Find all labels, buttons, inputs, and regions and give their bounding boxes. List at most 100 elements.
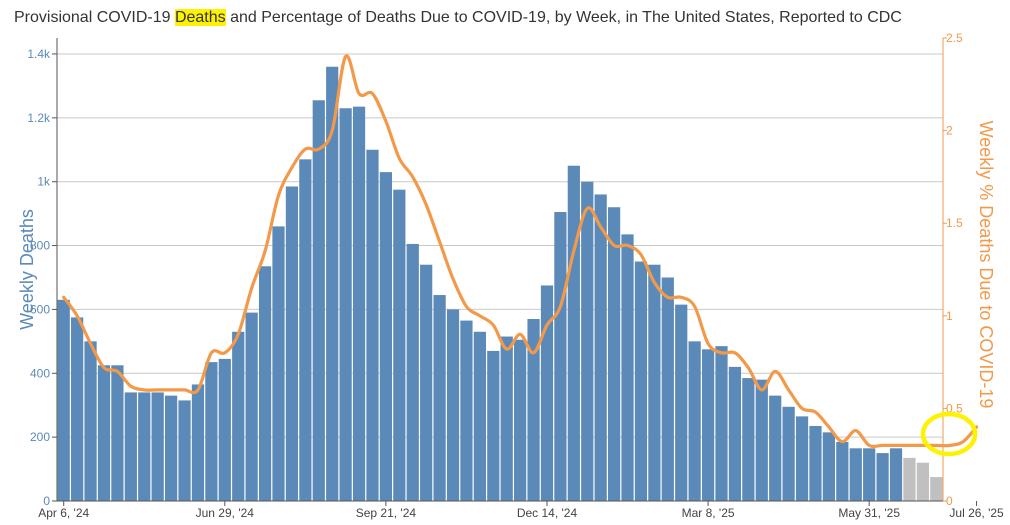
bar-weekly-deaths bbox=[728, 366, 742, 501]
highlight-circle-annotation bbox=[920, 411, 978, 457]
bar-weekly-deaths bbox=[621, 234, 634, 501]
bar-weekly-deaths bbox=[782, 406, 795, 501]
pct-deaths-line bbox=[62, 54, 979, 449]
y-left-tick-label: 600 bbox=[30, 302, 50, 316]
bar-weekly-deaths bbox=[634, 261, 648, 501]
bar-weekly-deaths bbox=[514, 339, 527, 501]
bar-weekly-deaths bbox=[849, 448, 862, 501]
bar-weekly-deaths bbox=[420, 264, 433, 501]
bar-weekly-deaths bbox=[124, 392, 137, 501]
bar-weekly-deaths bbox=[406, 243, 419, 501]
y-right-tick-label: 1.5 bbox=[946, 216, 963, 230]
y-right-axis-title: Weekly % Deaths Due to COVID-19 bbox=[976, 121, 996, 409]
bar-weekly-deaths bbox=[272, 226, 285, 501]
bar-weekly-deaths bbox=[554, 212, 567, 501]
bar-weekly-deaths bbox=[795, 416, 809, 501]
bar-weekly-deaths bbox=[916, 462, 929, 501]
bar-weekly-deaths bbox=[97, 365, 111, 501]
bar-weekly-deaths bbox=[312, 100, 325, 502]
bar-weekly-deaths bbox=[366, 149, 379, 502]
y-right-tick-label: 1 bbox=[946, 309, 953, 323]
bar-weekly-deaths bbox=[151, 392, 164, 501]
bar-weekly-deaths bbox=[742, 378, 755, 501]
bar-weekly-deaths bbox=[822, 432, 836, 501]
x-tick-label: Mar 8, '25 bbox=[682, 506, 735, 520]
y-left-tick-label: 0 bbox=[43, 494, 50, 508]
y-left-tick-label: 800 bbox=[30, 239, 50, 253]
chart-title: Provisional COVID-19 Deaths and Percenta… bbox=[14, 9, 902, 27]
bar-weekly-deaths bbox=[446, 309, 460, 501]
x-tick-label: Jun 29, '24 bbox=[196, 506, 255, 520]
bar-weekly-deaths bbox=[889, 448, 903, 501]
y-right-tick-label: 2.5 bbox=[946, 31, 963, 45]
bar-weekly-deaths bbox=[352, 106, 366, 501]
bar-weekly-deaths bbox=[701, 349, 715, 501]
title-text-before: Provisional COVID-19 bbox=[14, 9, 175, 26]
y-right-tick-label: 2 bbox=[946, 124, 953, 138]
bar-weekly-deaths bbox=[218, 358, 231, 501]
bar-weekly-deaths bbox=[57, 299, 70, 501]
bar-weekly-deaths bbox=[675, 304, 688, 501]
bar-weekly-deaths bbox=[379, 172, 393, 501]
bar-weekly-deaths bbox=[715, 346, 728, 501]
bar-weekly-deaths bbox=[285, 186, 299, 501]
bar-weekly-deaths bbox=[581, 181, 594, 502]
x-tick-label: Jul 26, '25 bbox=[949, 506, 1004, 520]
bar-weekly-deaths bbox=[863, 448, 876, 501]
bar-weekly-deaths bbox=[930, 477, 943, 501]
bar-weekly-deaths bbox=[594, 194, 607, 501]
bar-weekly-deaths bbox=[71, 317, 84, 501]
bar-weekly-deaths bbox=[769, 395, 782, 501]
bar-weekly-deaths bbox=[876, 453, 889, 501]
bar-weekly-deaths bbox=[648, 264, 661, 501]
y-right-tick-label: 0 bbox=[946, 494, 953, 508]
bars-group bbox=[57, 66, 943, 502]
bar-weekly-deaths bbox=[567, 165, 580, 502]
bar-weekly-deaths bbox=[84, 341, 97, 501]
bar-weekly-deaths bbox=[500, 336, 513, 501]
bar-weekly-deaths bbox=[138, 392, 151, 501]
bar-weekly-deaths bbox=[326, 66, 339, 502]
bar-weekly-deaths bbox=[473, 331, 486, 501]
bar-weekly-deaths bbox=[540, 285, 554, 501]
bar-weekly-deaths bbox=[232, 331, 245, 501]
bar-weekly-deaths bbox=[393, 189, 406, 501]
bar-weekly-deaths bbox=[258, 266, 272, 501]
x-tick-label: Sep 21, '24 bbox=[356, 506, 417, 520]
y-left-tick-label: 1.2k bbox=[27, 111, 51, 125]
bar-weekly-deaths bbox=[755, 379, 768, 501]
bar-weekly-deaths bbox=[111, 365, 124, 501]
y-left-tick-label: 400 bbox=[30, 366, 50, 380]
y-left-tick-label: 1k bbox=[37, 175, 51, 189]
y-left-axis-title: Weekly Deaths bbox=[17, 209, 37, 330]
bar-weekly-deaths bbox=[205, 362, 218, 501]
bar-weekly-deaths bbox=[245, 312, 258, 501]
bar-weekly-deaths bbox=[527, 318, 540, 501]
bar-weekly-deaths bbox=[903, 457, 916, 501]
x-tick-label: May 31, '25 bbox=[838, 506, 900, 520]
x-tick-label: Dec 14, '24 bbox=[517, 506, 578, 520]
bar-weekly-deaths bbox=[661, 277, 674, 501]
y-left-tick-label: 200 bbox=[30, 430, 50, 444]
gridlines bbox=[57, 53, 943, 438]
annotation-group bbox=[920, 411, 978, 457]
x-tick-label: Apr 6, '24 bbox=[38, 506, 89, 520]
bar-weekly-deaths bbox=[433, 295, 446, 501]
bar-weekly-deaths bbox=[339, 108, 352, 501]
bar-weekly-deaths bbox=[607, 207, 621, 501]
line-group bbox=[62, 54, 979, 449]
bar-weekly-deaths bbox=[178, 400, 191, 501]
bar-weekly-deaths bbox=[836, 441, 849, 501]
bar-weekly-deaths bbox=[688, 341, 701, 501]
bar-weekly-deaths bbox=[487, 350, 500, 501]
title-text-after: and Percentage of Deaths Due to COVID-19… bbox=[225, 9, 902, 26]
bar-weekly-deaths bbox=[460, 320, 473, 501]
bar-weekly-deaths bbox=[809, 425, 822, 501]
bar-weekly-deaths bbox=[164, 395, 178, 501]
title-highlight-deaths: Deaths bbox=[174, 9, 226, 26]
y-left-tick-label: 1.4k bbox=[27, 47, 51, 61]
bar-weekly-deaths bbox=[299, 159, 312, 501]
bar-weekly-deaths bbox=[191, 384, 205, 501]
